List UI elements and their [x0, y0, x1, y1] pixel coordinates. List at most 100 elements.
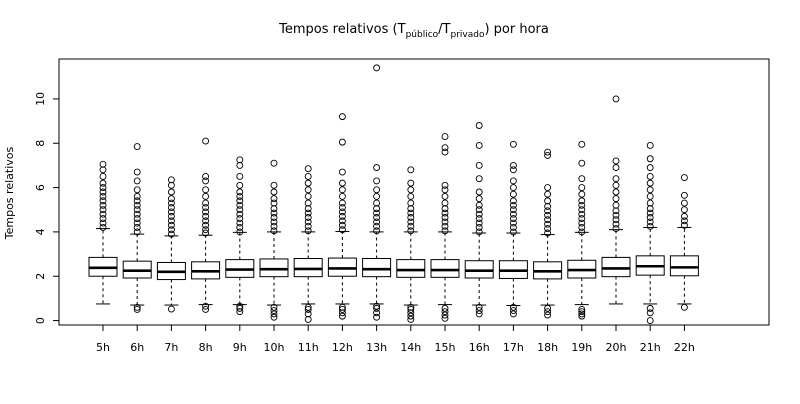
x-tick-label: 17h — [503, 341, 524, 354]
outlier-point — [509, 206, 517, 214]
outlier-point — [236, 188, 244, 196]
outlier-point — [544, 304, 552, 312]
outlier-point — [338, 309, 346, 317]
outlier-point — [680, 199, 688, 207]
outlier-point — [646, 186, 654, 194]
outlier-point — [167, 176, 175, 184]
outlier-point — [270, 159, 278, 167]
x-tick-label: 9h — [233, 341, 247, 354]
outlier-point — [133, 215, 141, 223]
outlier-point — [509, 219, 517, 227]
outlier-point — [578, 224, 586, 231]
outlier-point — [270, 227, 278, 235]
outlier-point — [646, 173, 654, 180]
outlier-point — [578, 210, 586, 218]
outlier-point — [373, 218, 381, 226]
outlier-point — [544, 190, 552, 198]
outlier-point — [133, 206, 141, 214]
outlier-point — [646, 218, 654, 226]
outlier-point — [236, 219, 244, 227]
outlier-point — [99, 197, 107, 205]
outlier-point — [475, 188, 483, 196]
outlier-point — [612, 188, 620, 196]
outlier-point — [338, 312, 346, 320]
outlier-point — [202, 186, 210, 194]
outlier-point — [646, 209, 654, 217]
x-tick-label: 19h — [571, 341, 592, 354]
outlier-point — [509, 210, 517, 218]
outlier-point — [407, 312, 415, 320]
outlier-point — [270, 313, 278, 321]
box — [327, 257, 357, 277]
outlier-point — [304, 214, 312, 221]
outlier-point — [304, 218, 312, 226]
outlier-point — [578, 228, 586, 236]
box — [464, 260, 494, 279]
outlier-point — [475, 122, 483, 129]
outlier-point — [680, 217, 688, 225]
outlier-point — [99, 210, 107, 218]
outlier-point — [373, 205, 381, 213]
outlier-point — [612, 157, 620, 165]
outlier-point — [373, 192, 381, 200]
outlier-point — [236, 201, 244, 209]
outlier-point — [133, 197, 141, 205]
outlier-point — [167, 217, 175, 225]
outlier-point — [612, 164, 620, 172]
outlier-point — [236, 304, 244, 312]
outlier-point — [407, 199, 415, 207]
outlier-point — [338, 186, 346, 194]
outlier-point — [202, 177, 210, 185]
outlier-point — [646, 164, 654, 172]
outlier-point — [304, 179, 312, 187]
outlier-point — [270, 188, 278, 196]
chart-title-suffix: ) por hora — [484, 22, 548, 37]
outlier-point — [646, 205, 654, 213]
outlier-point — [236, 228, 244, 236]
plot-area: 0 2 4 6 8 10 5h 6h 7h 8h 9h 10h 11h 12h 13h 14h 15h 16h 17… — [34, 58, 770, 354]
outlier-point — [338, 208, 346, 216]
outlier-point — [338, 306, 346, 313]
outlier-point — [167, 199, 175, 207]
outlier-point — [578, 184, 586, 192]
x-tick-label: 14h — [400, 341, 421, 354]
outlier-point — [509, 161, 517, 169]
outlier-point — [544, 211, 552, 219]
outlier-point — [338, 192, 346, 200]
x-tick-label: 8h — [199, 341, 213, 354]
y-tick-label: 4 — [34, 228, 47, 235]
outlier-point — [441, 181, 449, 189]
x-tick-label: 10h — [264, 341, 285, 354]
x-tick-label: 22h — [674, 341, 695, 354]
outlier-point — [475, 206, 483, 214]
outlier-point — [167, 212, 175, 220]
outlier-point — [133, 224, 141, 231]
y-tick-label: 2 — [34, 273, 47, 280]
outlier-point — [167, 188, 175, 196]
outlier-point — [680, 221, 688, 229]
outlier-point — [99, 160, 107, 168]
outlier-point — [99, 192, 107, 200]
outlier-point — [407, 214, 415, 221]
outlier-point — [509, 307, 517, 315]
outlier-point — [578, 215, 586, 223]
outlier-point — [304, 199, 312, 207]
outlier-point — [202, 226, 210, 234]
outlier-point — [304, 209, 312, 217]
outlier-point — [475, 310, 483, 318]
outlier-point — [133, 177, 141, 185]
x-tick-label: 11h — [298, 341, 319, 354]
outlier-point — [612, 216, 620, 224]
outlier-point — [544, 151, 552, 159]
x-tick-label: 21h — [640, 341, 661, 354]
outlier-point — [680, 191, 688, 199]
outlier-point — [99, 173, 107, 180]
outlier-point — [441, 227, 449, 235]
outlier-point — [373, 227, 381, 235]
outlier-point — [578, 219, 586, 227]
outlier-point — [441, 218, 449, 226]
outlier-point — [338, 113, 346, 121]
outlier-point — [475, 201, 483, 209]
outlier-point — [646, 317, 654, 325]
